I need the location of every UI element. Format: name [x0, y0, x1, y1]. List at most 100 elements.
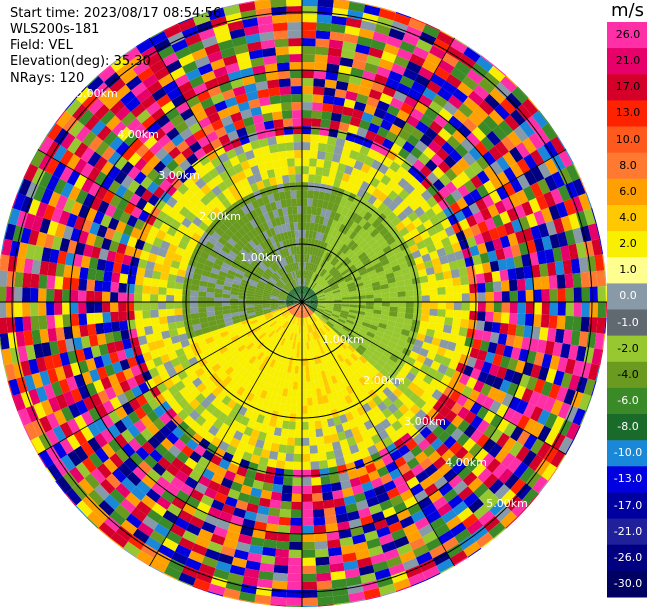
- range-gate: [341, 304, 350, 307]
- range-gate: [314, 247, 320, 257]
- range-gate: [231, 283, 241, 289]
- range-gate: [250, 366, 259, 376]
- range-gate: [96, 224, 108, 238]
- range-gate: [501, 196, 514, 211]
- range-gate: [254, 594, 272, 605]
- range-gate: [130, 486, 146, 501]
- range-gate: [307, 290, 314, 297]
- range-gate: [322, 314, 330, 320]
- range-gate: [405, 307, 414, 314]
- range-gate: [362, 279, 372, 286]
- range-gate: [47, 327, 58, 342]
- range-gate: [334, 335, 342, 344]
- range-gate: [147, 341, 158, 352]
- range-gate: [218, 249, 229, 258]
- range-gate: [274, 127, 285, 137]
- range-gate: [166, 396, 178, 408]
- range-gate: [548, 275, 558, 289]
- range-gate: [11, 395, 19, 412]
- range-gate: [270, 604, 287, 607]
- range-gate: [376, 100, 390, 112]
- range-gate: [198, 563, 216, 576]
- range-gate: [310, 314, 317, 323]
- range-gate: [399, 367, 410, 378]
- range-gate: [398, 128, 411, 141]
- range-gate: [335, 513, 349, 524]
- range-gate: [414, 101, 429, 115]
- range-gate: [216, 202, 227, 213]
- range-gate: [53, 458, 69, 476]
- range-gate: [258, 223, 266, 233]
- range-gate: [126, 292, 135, 302]
- range-gate: [449, 201, 462, 214]
- range-gate: [375, 249, 386, 258]
- range-gate: [312, 364, 317, 374]
- range-gate: [342, 246, 351, 255]
- range-gate: [394, 322, 404, 329]
- range-gate: [572, 163, 581, 179]
- range-gate: [539, 263, 549, 277]
- range-gate: [365, 290, 374, 296]
- range-gate: [313, 516, 326, 526]
- range-gate: [328, 39, 344, 50]
- range-gate: [302, 405, 308, 414]
- range-gate: [281, 223, 287, 233]
- range-gate: [183, 392, 195, 404]
- range-gate: [510, 162, 524, 178]
- range-gate: [312, 500, 324, 510]
- range-gate: [429, 302, 438, 310]
- range-gate: [97, 200, 110, 215]
- range-gate: [412, 217, 423, 228]
- range-gate: [159, 191, 172, 204]
- range-gate: [60, 454, 76, 472]
- range-gate: [149, 59, 166, 74]
- range-gate: [287, 323, 293, 332]
- range-gate: [402, 523, 419, 536]
- range-gate: [305, 309, 310, 317]
- range-gate: [139, 250, 150, 261]
- colorbar-tick-label: -1.0: [617, 315, 639, 329]
- range-gate: [210, 499, 225, 512]
- range-gate: [530, 406, 544, 422]
- range-gate: [494, 200, 507, 215]
- range-gate: [346, 82, 360, 94]
- range-gate: [253, 326, 262, 333]
- range-gate: [420, 314, 430, 322]
- range-gate: [322, 95, 335, 105]
- range-gate: [309, 302, 318, 305]
- range-gate: [469, 292, 478, 302]
- range-gate: [298, 317, 301, 326]
- range-gate: [178, 572, 196, 586]
- range-gate: [145, 488, 161, 503]
- range-gate: [254, 304, 263, 307]
- range-gate: [338, 316, 347, 322]
- range-gate: [382, 263, 392, 271]
- range-gate: [297, 381, 302, 390]
- range-gate: [317, 295, 326, 299]
- range-gate: [499, 235, 511, 249]
- range-gate: [322, 335, 329, 344]
- range-gate: [232, 318, 242, 325]
- range-gate: [149, 30, 164, 39]
- range-gate: [230, 308, 239, 314]
- range-gate: [507, 232, 519, 247]
- range-gate: [174, 282, 184, 290]
- range-gate: [102, 281, 112, 292]
- range-gate: [416, 354, 427, 364]
- range-gate: [533, 210, 546, 226]
- range-gate: [395, 372, 406, 383]
- range-gate: [304, 349, 308, 358]
- range-gate: [194, 482, 208, 495]
- range-gate: [425, 23, 441, 32]
- range-gate: [167, 208, 179, 220]
- range-gate: [313, 285, 320, 292]
- range-gate: [478, 488, 495, 505]
- range-gate: [438, 107, 453, 122]
- range-gate: [205, 241, 215, 250]
- range-gate: [526, 350, 537, 365]
- range-gate: [247, 284, 257, 290]
- range-gate: [315, 275, 321, 283]
- range-gate: [543, 396, 556, 413]
- range-gate: [437, 87, 453, 102]
- range-gate: [65, 493, 77, 507]
